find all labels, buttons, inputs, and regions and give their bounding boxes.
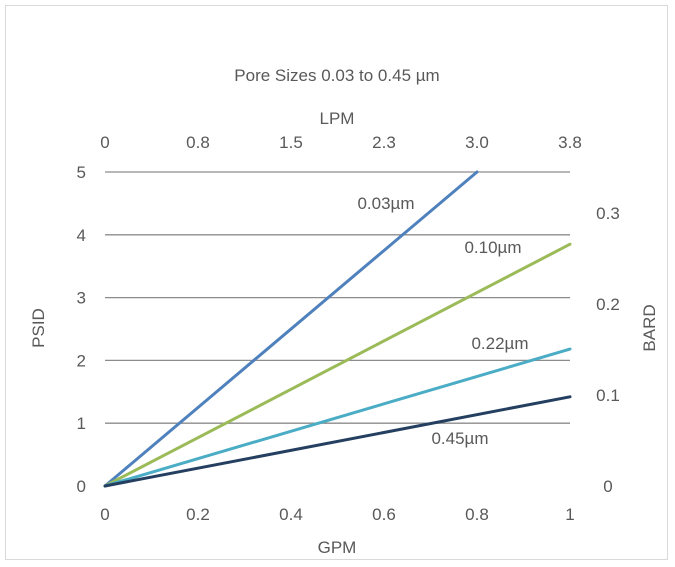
right-y-tick-label: 0.1 [596,386,620,405]
series-line [103,170,479,488]
y-tick-label: 4 [77,226,86,245]
y-tick-label: 1 [77,414,86,433]
top-x-tick-label: 0.8 [186,133,210,152]
top-x-tick-label: 0 [100,133,109,152]
top-x-tick-label: 3.0 [465,133,489,152]
series-label: 0.10µm [464,238,521,257]
y-tick-label: 0 [77,477,86,496]
top-axis-title: LPM [320,109,355,128]
top-x-tick-label: 3.8 [558,133,582,152]
top-x-tick-label: 1.5 [279,133,303,152]
right-y-tick-label: 0 [603,477,612,496]
right-y-tick-label: 0.2 [596,295,620,314]
y-tick-label: 3 [77,289,86,308]
series-line [103,242,572,488]
y-tick-label: 5 [77,163,86,182]
series-line [103,347,572,488]
y-axis-title: PSID [29,308,48,348]
x-tick-label: 0.2 [186,505,210,524]
series-label: 0.45µm [431,429,488,448]
x-axis-title: GPM [318,538,357,557]
series-label: 0.03µm [357,194,414,213]
x-tick-label: 0.4 [279,505,303,524]
x-tick-label: 1 [565,505,574,524]
right-axis-title: BARD [640,304,659,351]
chart-title: Pore Sizes 0.03 to 0.45 µm [234,66,439,85]
x-tick-label: 0 [100,505,109,524]
top-x-tick-label: 2.3 [372,133,396,152]
series-line [103,395,572,488]
series-label: 0.22µm [471,334,528,353]
chart-frame [5,5,668,560]
y-tick-label: 2 [77,351,86,370]
right-y-tick-label: 0.3 [596,204,620,223]
x-tick-label: 0.8 [465,505,489,524]
x-tick-label: 0.6 [372,505,396,524]
